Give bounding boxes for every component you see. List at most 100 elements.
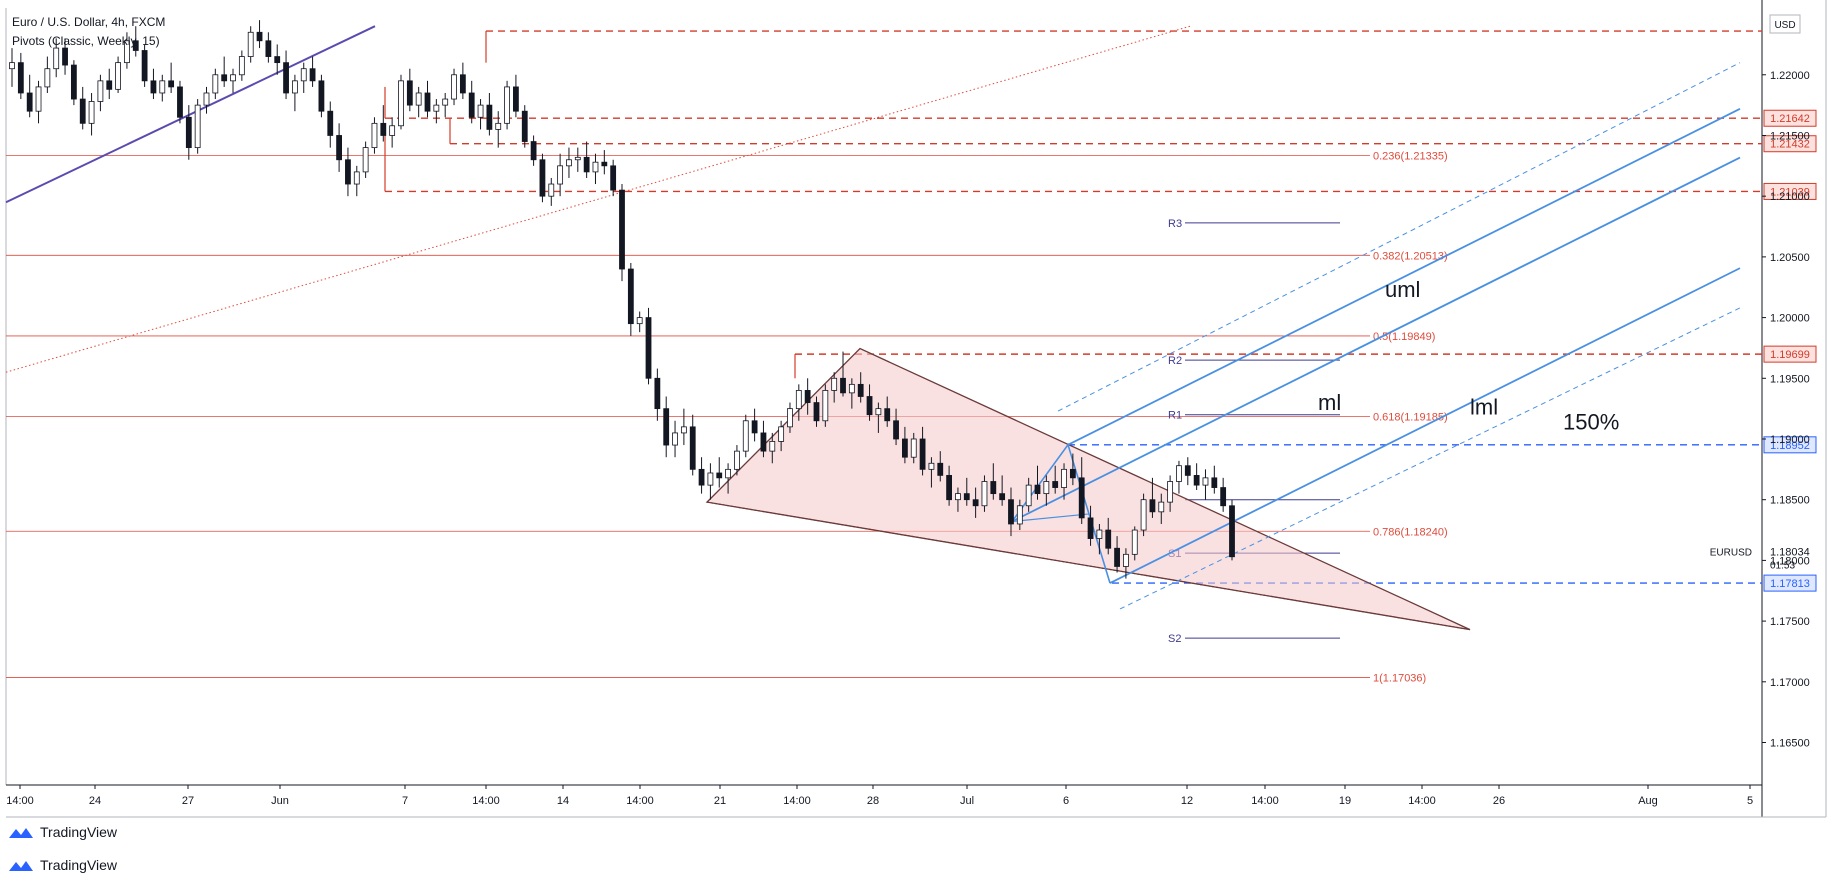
pitchfork-upper-median-line xyxy=(1067,108,1741,446)
candle-body xyxy=(380,122,387,136)
pitchfork-label: ml xyxy=(1318,390,1341,415)
candle-body xyxy=(451,74,457,100)
candle-body xyxy=(672,432,678,446)
candle-body xyxy=(1202,477,1209,486)
last-price-label: 1.18034 xyxy=(1770,546,1810,558)
y-tick-label: 1.19000 xyxy=(1770,434,1810,446)
candle-body xyxy=(1184,465,1191,476)
pitchfork-150-lower-line xyxy=(1119,307,1741,610)
candle-body xyxy=(778,426,785,442)
pitchfork-label: uml xyxy=(1385,277,1420,302)
price-level-tag-label: 1.21432 xyxy=(1770,139,1810,151)
candle-body xyxy=(477,104,484,118)
candle-body xyxy=(769,441,776,452)
candle-body xyxy=(318,80,325,112)
candle-body xyxy=(946,475,953,501)
candle-body xyxy=(698,468,705,486)
symbol-price-label: EURUSD xyxy=(1710,547,1752,558)
candle-body xyxy=(300,68,307,82)
candle-body xyxy=(884,408,891,422)
dotted-trendline xyxy=(5,25,1191,373)
candle-body xyxy=(106,80,113,90)
y-tick-label: 1.18500 xyxy=(1770,495,1810,507)
candle-body xyxy=(583,156,590,173)
candle-body xyxy=(291,80,298,94)
candle-body xyxy=(955,493,961,501)
candle-body xyxy=(795,390,802,410)
price-level-tag-label: 1.21642 xyxy=(1770,113,1810,125)
x-tick-label: 14:00 xyxy=(626,795,654,807)
uptrend-line xyxy=(5,25,376,204)
candle-body xyxy=(1193,475,1200,486)
candle-body xyxy=(504,86,510,124)
candle-body xyxy=(353,171,360,185)
candle-body xyxy=(309,68,316,82)
candle-body xyxy=(601,161,608,167)
pivot-label: R1 xyxy=(1168,410,1182,422)
candle-body xyxy=(742,420,749,452)
candle-body xyxy=(486,104,493,130)
candle-body xyxy=(716,472,723,479)
y-tick-label: 1.16500 xyxy=(1770,738,1810,750)
candle-body xyxy=(557,165,564,185)
candle-body xyxy=(707,472,714,486)
candle-body xyxy=(548,183,555,197)
candle-body xyxy=(875,408,882,416)
candle-body xyxy=(999,493,1006,501)
candle-body xyxy=(1140,499,1147,531)
bar-countdown-label: 01:53 xyxy=(1770,560,1795,571)
tradingview-brand[interactable]: TradingView xyxy=(8,824,117,840)
y-tick-label: 1.20500 xyxy=(1770,252,1810,264)
candle-body xyxy=(1025,484,1032,507)
tradingview-brand-label: TradingView xyxy=(40,824,118,840)
price-level-tag xyxy=(1763,574,1817,592)
candle-body xyxy=(513,86,519,112)
candle-body xyxy=(389,125,396,136)
y-tick-label: 1.19500 xyxy=(1770,373,1810,385)
candle-body xyxy=(495,122,502,130)
candle-body xyxy=(150,80,157,94)
candle-body xyxy=(928,462,935,470)
price-level-tag xyxy=(1763,436,1817,454)
candle-body xyxy=(574,156,581,161)
fib-level-label: 1(1.17036) xyxy=(1373,672,1426,684)
candle-body xyxy=(1078,477,1085,519)
fib-level-label: 0.236(1.21335) xyxy=(1373,151,1448,163)
candle-body xyxy=(848,383,855,394)
pivot-label: S2 xyxy=(1168,633,1181,645)
pitchfork-lower-median-line xyxy=(1109,267,1741,584)
candle-body xyxy=(17,62,24,94)
pitchfork-label: lml xyxy=(1470,395,1498,420)
candle-body xyxy=(88,101,95,124)
candle-body xyxy=(645,317,652,379)
price-level-tag xyxy=(1763,345,1817,363)
pitchfork-150-upper-line xyxy=(1057,62,1741,412)
candle-body xyxy=(1061,468,1067,488)
candle-body xyxy=(459,74,466,94)
x-tick-label: 24 xyxy=(89,795,101,807)
candle-body xyxy=(1149,499,1156,513)
tradingview-brand[interactable]: TradingView xyxy=(8,857,117,873)
x-tick-label: 14:00 xyxy=(1408,795,1436,807)
y-tick-label: 1.17500 xyxy=(1770,616,1810,628)
candle-body xyxy=(283,62,289,94)
candle-body xyxy=(1105,529,1112,549)
candle-body xyxy=(371,122,378,149)
candle-body xyxy=(592,161,599,173)
candle-body xyxy=(406,80,413,106)
candle-body xyxy=(62,47,68,66)
candle-body xyxy=(530,141,537,161)
candle-body xyxy=(168,80,175,88)
candle-body xyxy=(238,56,245,76)
candle-body xyxy=(424,92,431,112)
candle-body xyxy=(256,31,263,42)
x-tick-label: 5 xyxy=(1747,795,1753,807)
candle-body xyxy=(247,31,254,57)
candle-body xyxy=(398,80,404,127)
candle-body xyxy=(787,408,793,428)
triangle-pattern xyxy=(705,347,1471,631)
candle-body xyxy=(185,116,192,149)
candle-body xyxy=(35,86,42,112)
